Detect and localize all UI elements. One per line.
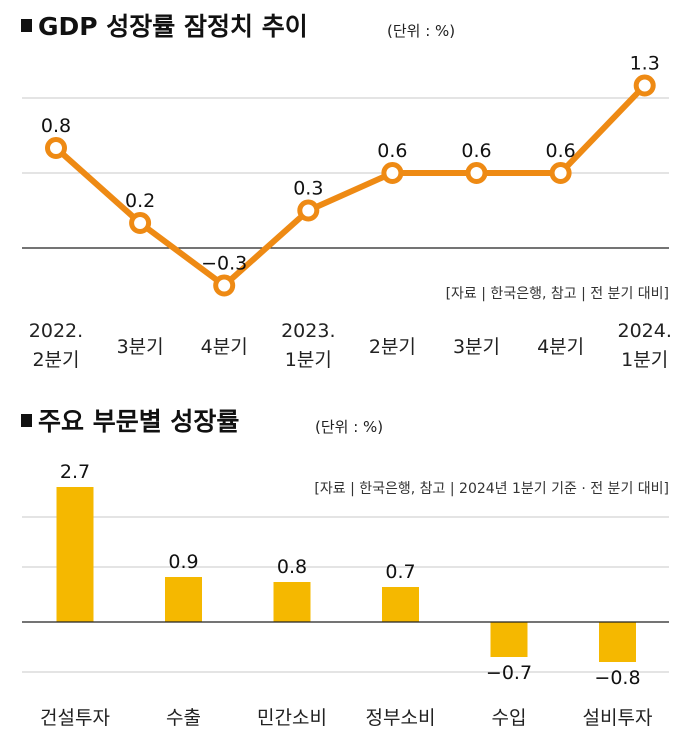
title-marker-icon [21, 414, 32, 427]
data-label: 0.8 [277, 556, 307, 578]
data-label: 0.6 [377, 140, 407, 162]
x-tick-label: 1분기 [621, 349, 668, 371]
data-label: 0.9 [168, 551, 198, 573]
line-chart-title: GDP 성장률 잠정치 추이 [38, 12, 308, 41]
x-tick-label: 3분기 [117, 336, 164, 358]
x-tick-label: 설비투자 [583, 707, 653, 729]
data-point [297, 199, 320, 222]
data-label: 2.7 [60, 461, 90, 483]
data-label: −0.8 [594, 667, 640, 689]
bar [490, 622, 528, 657]
x-tick-label: 2022. [29, 320, 83, 342]
data-label: 1.3 [630, 53, 660, 75]
data-point [549, 162, 572, 184]
title-marker-icon [21, 19, 32, 32]
data-label: 0.8 [41, 115, 71, 137]
bar [165, 577, 202, 622]
line-chart-source: [자료 | 한국은행, 참고 | 전 분기 대비] [446, 286, 669, 302]
data-point [45, 137, 67, 159]
x-tick-label: 2024. [617, 320, 671, 342]
bar [273, 582, 311, 622]
x-tick-label: 수출 [166, 707, 201, 729]
data-point [465, 162, 488, 184]
bar [599, 622, 636, 662]
data-label: −0.7 [486, 662, 532, 684]
data-point [213, 274, 236, 297]
data-label: 0.6 [545, 140, 575, 162]
x-tick-label: 4분기 [537, 336, 584, 358]
bar-chart-unit: (단위 : %) [315, 418, 383, 436]
bar-chart-source: [자료 | 한국은행, 참고 | 2024년 1분기 기준 · 전 분기 대비] [314, 481, 669, 497]
data-label: 0.7 [385, 561, 415, 583]
x-tick-label: 정부소비 [366, 707, 436, 729]
x-tick-label: 건설투자 [40, 707, 110, 729]
x-tick-label: 민간소비 [257, 707, 327, 729]
data-point [129, 212, 152, 234]
x-tick-label: 2분기 [32, 349, 79, 371]
x-tick-label: 수입 [492, 707, 527, 729]
x-tick-label: 2분기 [369, 336, 416, 358]
bar-chart-title: 주요 부문별 성장률 [38, 407, 239, 436]
x-tick-label: 4분기 [201, 336, 248, 358]
line-chart-unit: (단위 : %) [387, 22, 455, 40]
data-point [633, 74, 656, 97]
x-tick-label: 3분기 [453, 336, 500, 358]
bar [56, 487, 94, 622]
data-label: −0.3 [201, 253, 247, 275]
data-label: 0.6 [461, 140, 491, 162]
series-line [53, 82, 648, 289]
bar [382, 587, 419, 622]
data-point [381, 162, 404, 184]
x-tick-label: 2023. [281, 320, 335, 342]
x-tick-label: 1분기 [285, 349, 332, 371]
data-label: 0.2 [125, 190, 155, 212]
data-label: 0.3 [293, 178, 323, 200]
